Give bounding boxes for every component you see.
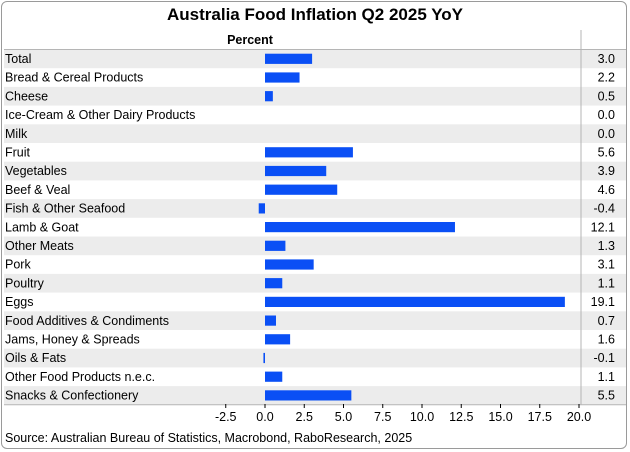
value-label: 1.3 — [598, 239, 615, 253]
category-label: Bread & Cereal Products — [5, 71, 143, 85]
bar — [265, 259, 314, 270]
category-label: Lamb & Goat — [5, 220, 79, 234]
row-stripe — [4, 124, 626, 143]
row-stripe — [4, 348, 626, 368]
value-label: -0.4 — [593, 202, 615, 216]
category-label: Eggs — [5, 295, 34, 309]
value-label: 1.1 — [598, 370, 615, 384]
x-tick-label: 17.5 — [528, 410, 552, 424]
category-label: Other Food Products n.e.c. — [5, 370, 155, 384]
row-stripe — [4, 199, 626, 218]
bar — [265, 371, 283, 382]
category-label: Poultry — [5, 276, 45, 290]
category-label: Vegetables — [5, 164, 67, 178]
category-label: Snacks & Confectionery — [5, 389, 139, 403]
category-label: Pork — [5, 258, 31, 272]
value-label: 19.1 — [591, 295, 615, 309]
value-label: 1.6 — [598, 333, 615, 347]
category-label: Other Meats — [5, 239, 74, 253]
x-tick-label: 15.0 — [488, 410, 512, 424]
category-label: Jams, Honey & Spreads — [5, 333, 140, 347]
x-tick-label: 7.5 — [374, 410, 391, 424]
category-label: Milk — [5, 127, 28, 141]
bar — [265, 222, 455, 233]
value-label: 0.0 — [598, 127, 615, 141]
value-label: 5.6 — [598, 146, 615, 160]
category-label: Cheese — [5, 89, 48, 103]
x-tick-label: 2.5 — [296, 410, 313, 424]
row-stripe — [4, 49, 626, 69]
category-label: Food Additives & Condiments — [5, 314, 169, 328]
bar — [265, 165, 327, 177]
category-label: Fruit — [5, 146, 31, 160]
x-tick-label: 10.0 — [410, 410, 434, 424]
bar — [265, 53, 313, 64]
value-label: 3.0 — [598, 52, 615, 66]
row-stripe — [4, 236, 626, 256]
bar — [265, 184, 338, 195]
value-label: 3.1 — [598, 258, 615, 272]
chart-title: Australia Food Inflation Q2 2025 YoY — [167, 5, 463, 24]
row-stripe — [4, 311, 626, 330]
category-labels: Total Bread & Cereal Products Cheese Ice-Cr… — [5, 52, 195, 403]
bar — [265, 147, 353, 158]
column-header: Percent — [227, 33, 274, 47]
value-label: 0.7 — [598, 314, 615, 328]
value-label: 4.6 — [598, 183, 615, 197]
bar — [265, 72, 300, 83]
value-label: 3.9 — [598, 164, 615, 178]
source-note: Source: Australian Bureau of Statistics,… — [5, 431, 413, 445]
table-dividers — [4, 30, 626, 406]
category-label: Ice-Cream & Other Dairy Products — [5, 108, 195, 122]
value-label: 0.0 — [598, 108, 615, 122]
category-label: Beef & Veal — [5, 183, 70, 197]
category-label: Oils & Fats — [5, 351, 66, 365]
value-label: 2.2 — [598, 71, 615, 85]
value-label: 12.1 — [591, 220, 615, 234]
value-label: 0.5 — [598, 89, 615, 103]
row-stripe — [4, 86, 626, 106]
x-axis: -2.5 0.0 2.5 5.0 7.5 10.0 12.5 15.0 17.5 20.0 — [215, 404, 591, 424]
row-stripe — [4, 273, 626, 293]
bar — [265, 240, 286, 251]
bar — [265, 334, 291, 345]
bar — [265, 296, 565, 307]
bar — [265, 315, 276, 326]
category-label: Fish & Other Seafood — [5, 202, 125, 216]
bar — [265, 390, 352, 401]
x-tick-label: 20.0 — [567, 410, 591, 424]
bar — [263, 352, 265, 364]
x-tick-label: 12.5 — [449, 410, 473, 424]
value-label: 1.1 — [598, 276, 615, 290]
bar — [258, 203, 265, 214]
x-tick-label: 5.0 — [335, 410, 352, 424]
x-tick-label: -2.5 — [215, 410, 237, 424]
bars — [258, 53, 565, 401]
bar — [265, 278, 283, 289]
value-labels: 3.0 2.2 0.5 0.0 0.0 5.6 3.9 4.6 -0.4 12.1 1.3 3.1 1.… — [591, 52, 615, 403]
x-tick-label: 0.0 — [256, 410, 273, 424]
value-label: -0.1 — [593, 351, 615, 365]
bar — [265, 91, 273, 102]
category-label: Total — [5, 52, 31, 66]
value-label: 5.5 — [598, 389, 615, 403]
